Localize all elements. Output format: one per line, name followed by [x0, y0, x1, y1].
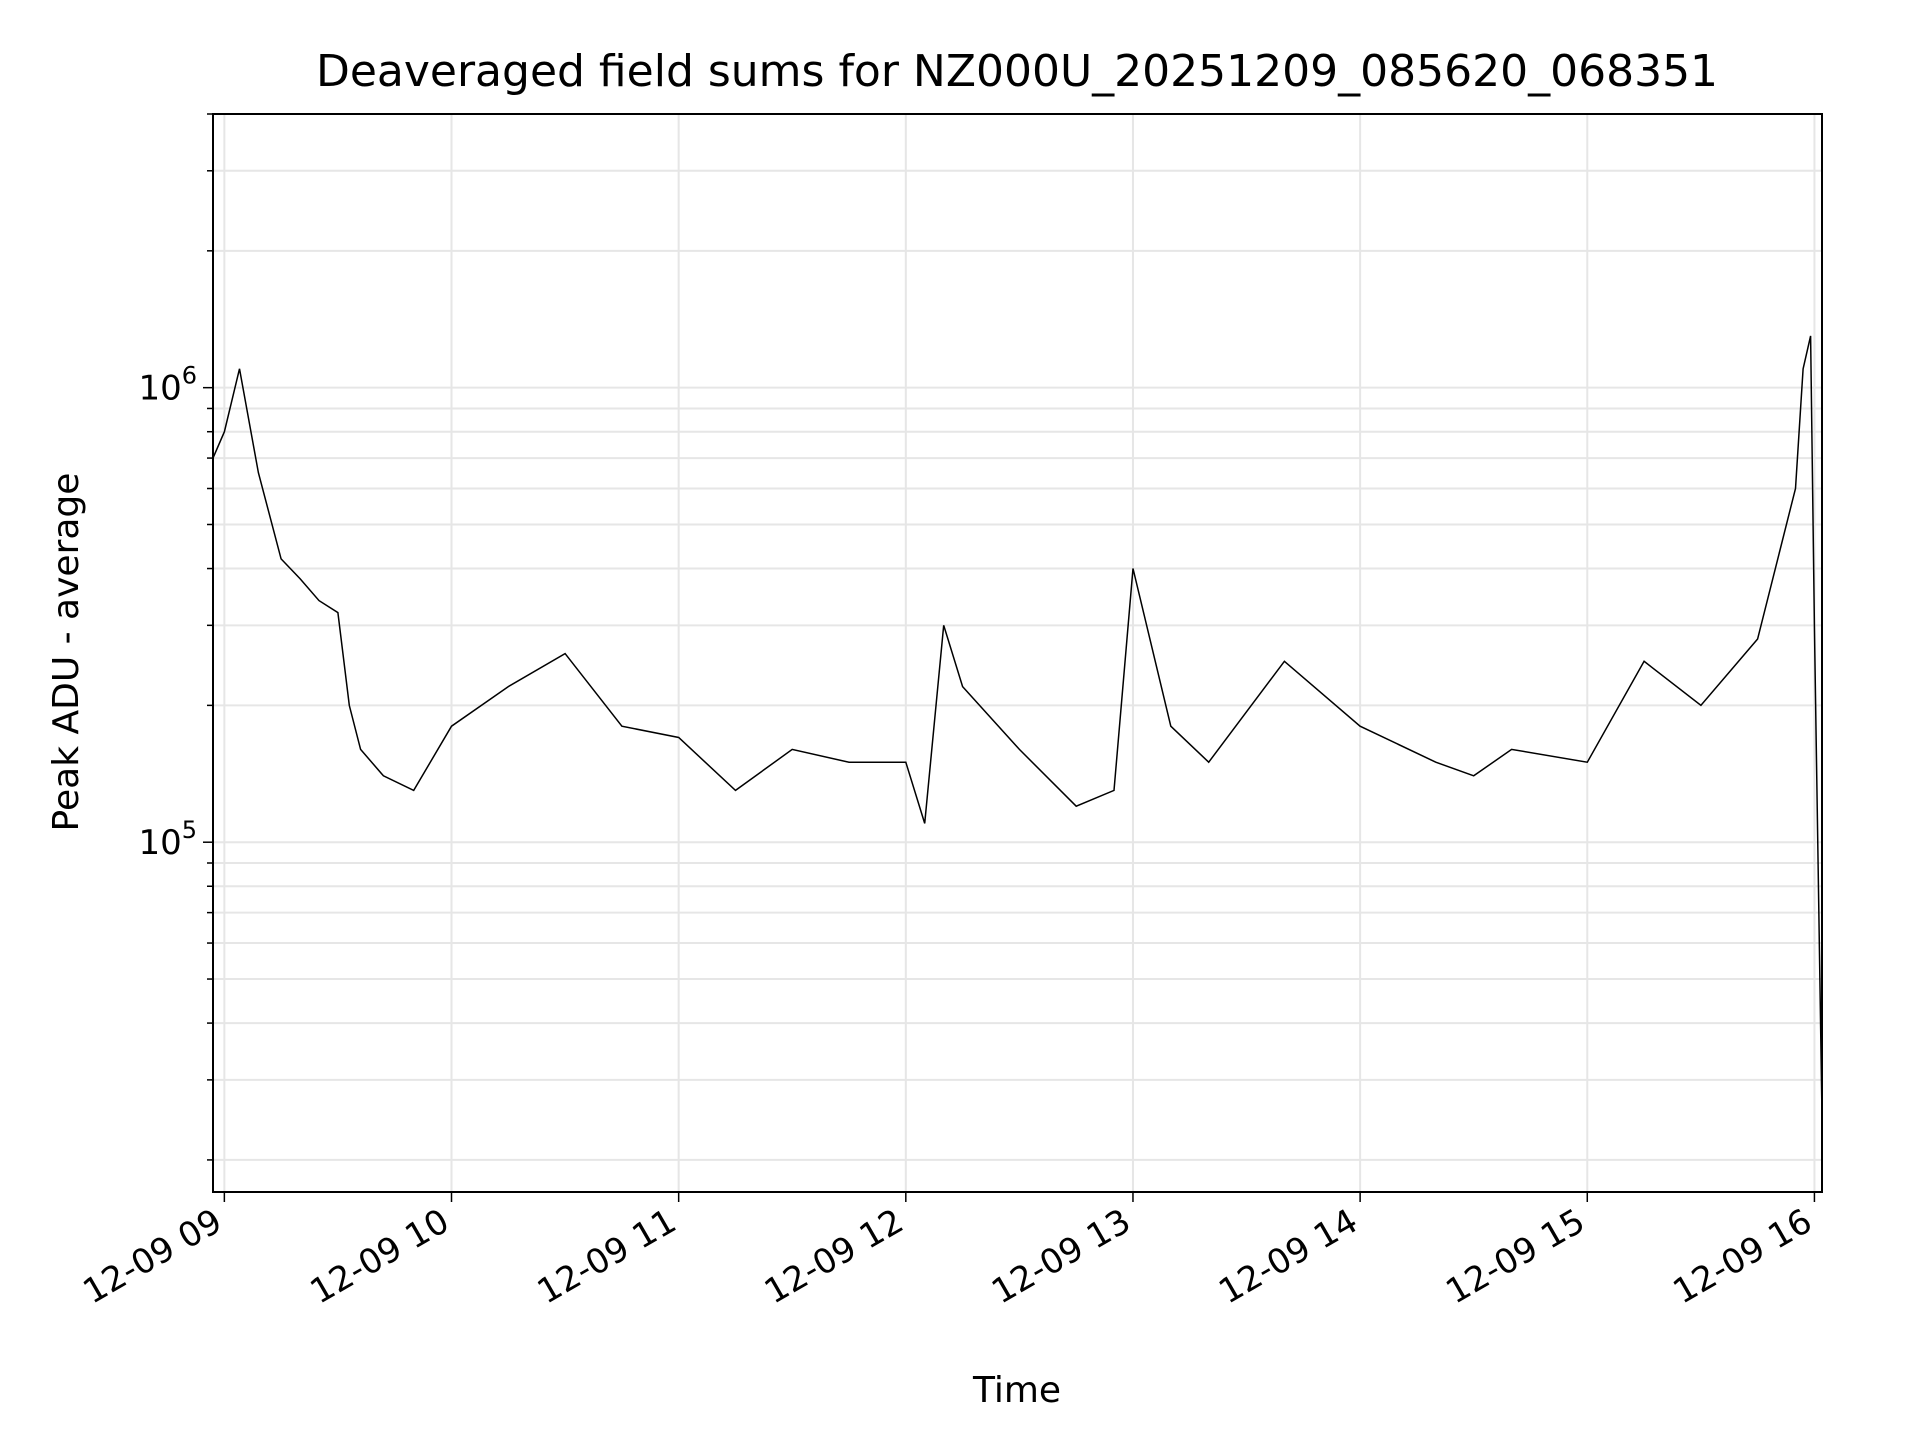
series-line: [212, 335, 1823, 1116]
y-axis-label: Peak ADU - average: [46, 473, 87, 832]
y-tick-label: 105: [138, 816, 197, 863]
chart-title: Deaveraged field sums for NZ000U_2025120…: [316, 46, 1718, 97]
data-series: [212, 335, 1823, 1116]
grid-lines: [213, 113, 1822, 1192]
y-tick-label: 106: [138, 362, 197, 409]
y-axis-ticks: 105 106: [138, 113, 213, 1161]
plot-frame: [212, 113, 1823, 1193]
x-axis-label: Time: [972, 1370, 1061, 1411]
